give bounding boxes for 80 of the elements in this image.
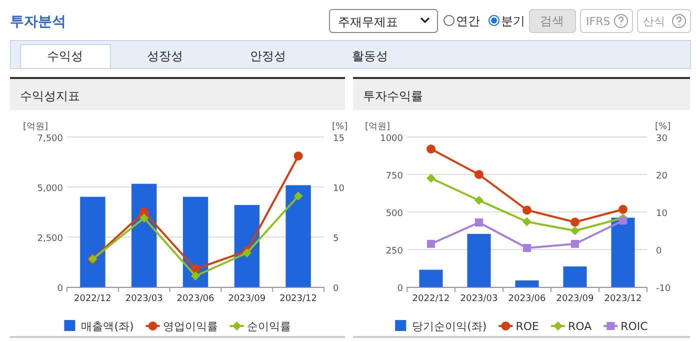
text: 활동성 [352,49,388,63]
point [426,144,436,154]
x-tick-label: 2022/12 [74,294,112,304]
y2-tick-label: 15 [333,134,344,144]
x-tick-label: 2023/06 [508,294,546,304]
bar [467,234,491,287]
bar [419,270,443,287]
bar [515,280,539,287]
chart-title: 수익성지표 [20,89,80,103]
bar [286,185,311,287]
chart-title: 투자수익률 [363,89,423,103]
text: 투자분석 [10,14,66,30]
bar [80,196,106,287]
y-tick-label: 750 [386,172,404,182]
x-tick-label: 2023/03 [460,294,498,304]
x-tick-label: 2023/09 [556,294,594,304]
text: 안정성 [250,49,286,63]
point [570,226,580,236]
y2-tick-label: 30 [656,134,668,144]
point [474,196,484,205]
bar [182,196,208,287]
y2-tick-label: 0 [656,246,662,256]
y-tick-label: 2,500 [37,234,64,244]
y-axis-title: [억원] [23,122,48,132]
point [475,218,483,226]
point [618,204,628,214]
bar [132,184,157,287]
legend-label: 순이익률 [246,320,291,333]
x-tick-label: 2023/12 [280,294,317,304]
x-tick-label: 2023/06 [176,294,214,304]
legend-label: 당기순이익(좌) [412,320,487,333]
bar [234,205,260,287]
legend-label: 매출액(좌) [81,320,134,333]
bar [611,218,635,287]
x-tick-label: 2023/12 [604,294,642,304]
point [474,170,484,179]
point [619,216,627,225]
text: 연간 [456,14,480,28]
legend-label: ROA [568,320,592,333]
y-tick-label: 5,000 [37,184,64,194]
y2-tick-label: 10 [656,209,668,219]
legend-label: ROE [516,320,540,333]
legend-label: ROIC [620,320,648,333]
y2-tick-label: 20 [656,172,668,182]
point [522,217,532,226]
point [191,272,200,280]
y-tick-label: 0 [57,284,64,294]
point [523,244,531,252]
bar [563,266,587,287]
point [140,214,149,222]
y2-axis-title: [%] [655,122,671,132]
x-tick-label: 2023/09 [228,294,266,304]
text: 성장성 [147,49,183,63]
point [427,240,435,248]
y-tick-label: 7,500 [37,134,64,144]
y-tick-label: 0 [397,284,404,294]
text: 분기 [501,14,525,28]
legend-label: 영업이익률 [162,320,218,333]
y2-tick-label: 10 [333,184,345,194]
y2-tick-label: 5 [333,234,339,244]
y2-axis-title: [%] [332,122,348,132]
y-axis-title: [억원] [365,122,390,132]
text: 수익성 [47,49,83,63]
point [426,174,436,183]
point [570,218,580,227]
point [294,152,303,160]
point [522,206,532,215]
y2-tick-label: 0 [333,284,339,294]
point [294,192,303,200]
text: 주재무제표 [338,15,398,29]
y2-tick-label: -10 [656,284,671,294]
y-tick-label: 250 [386,246,404,256]
y-tick-label: 1000 [380,134,404,144]
text: IFRS [586,15,610,28]
point [571,240,579,248]
text: 산식 [643,15,665,28]
x-tick-label: 2022/12 [412,294,450,304]
y-tick-label: 500 [386,209,404,219]
text: 검색 [540,14,564,28]
x-tick-label: 2023/03 [125,294,163,304]
